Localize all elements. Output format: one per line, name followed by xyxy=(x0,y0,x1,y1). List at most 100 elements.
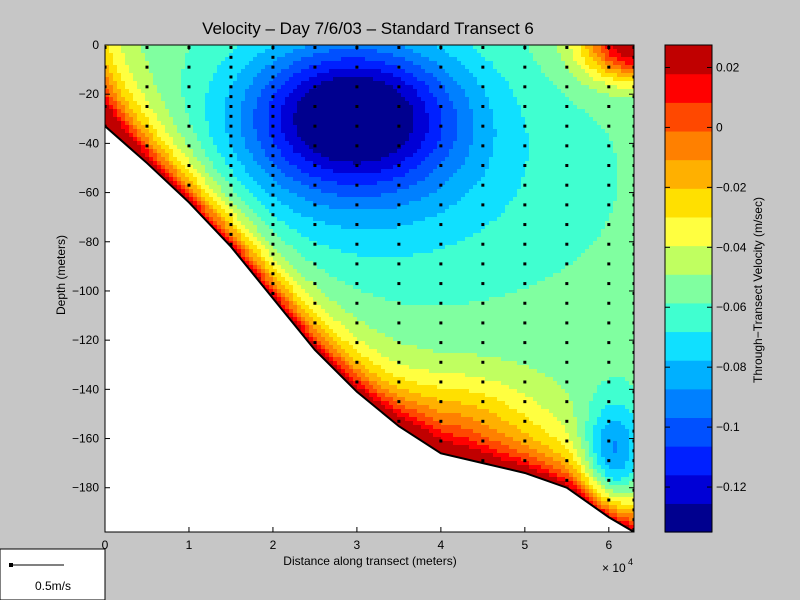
station-point xyxy=(523,419,527,423)
station-point xyxy=(607,301,611,305)
station-point xyxy=(313,45,317,49)
station-point xyxy=(607,380,611,384)
station-point xyxy=(271,223,275,227)
station-point xyxy=(481,164,485,168)
y-tick-label: −80 xyxy=(79,235,100,249)
station-point xyxy=(313,262,317,266)
station-point xyxy=(565,144,569,148)
station-point xyxy=(271,272,275,276)
station-point xyxy=(632,124,634,128)
station-point xyxy=(632,301,634,305)
station-point xyxy=(481,203,485,207)
station-point xyxy=(607,183,611,187)
station-point xyxy=(607,104,611,108)
colorbar-band xyxy=(665,474,712,504)
station-point xyxy=(229,75,233,79)
station-point xyxy=(565,65,569,69)
y-tick-label: −20 xyxy=(79,87,100,101)
station-point xyxy=(523,124,527,128)
colorbar-band xyxy=(665,45,712,75)
station-point xyxy=(439,104,443,108)
y-tick-label: −160 xyxy=(72,432,99,446)
station-point xyxy=(397,85,401,89)
colorbar-frame xyxy=(664,44,713,533)
station-point xyxy=(439,400,443,404)
station-point xyxy=(355,144,359,148)
station-point xyxy=(632,469,634,473)
station-point xyxy=(397,45,401,49)
x-tick-label: 2 xyxy=(270,538,277,552)
colorbar-tick-label: −0.06 xyxy=(716,300,747,314)
colorbar: 0.02 0 −0.02 −0.04 −0.06 −0.08 −0.1 −0.12 Throu… xyxy=(664,44,765,533)
bathymetry-mask xyxy=(105,125,634,532)
station-point xyxy=(632,439,634,443)
x-axis: 0 1 2 3 4 5 6 xyxy=(102,45,612,552)
station-point xyxy=(632,409,634,413)
station-point xyxy=(607,360,611,364)
station-point xyxy=(481,262,485,266)
station-point xyxy=(355,164,359,168)
station-point xyxy=(523,85,527,89)
station-point xyxy=(439,301,443,305)
station-point xyxy=(397,301,401,305)
station-point xyxy=(271,183,275,187)
station-point xyxy=(145,144,149,148)
station-point xyxy=(632,154,634,158)
station-point xyxy=(187,164,191,168)
station-point xyxy=(439,360,443,364)
station-point xyxy=(187,144,191,148)
colorbar-band xyxy=(665,216,712,247)
station-point xyxy=(439,223,443,227)
x-axis-label: Distance along transect (meters) xyxy=(283,554,456,568)
station-markers xyxy=(105,45,634,532)
station-point xyxy=(565,223,569,227)
station-point xyxy=(632,429,634,433)
colorbar-band xyxy=(665,446,712,476)
station-point xyxy=(565,164,569,168)
station-point xyxy=(632,498,634,502)
station-point xyxy=(229,55,233,59)
station-point xyxy=(565,341,569,345)
station-point xyxy=(607,124,611,128)
station-point xyxy=(523,223,527,227)
station-point xyxy=(313,341,317,345)
colorbar-band xyxy=(665,417,712,447)
station-point xyxy=(632,144,634,148)
station-point xyxy=(439,124,443,128)
station-point xyxy=(271,144,275,148)
station-point xyxy=(145,124,149,128)
station-point xyxy=(271,291,275,295)
station-point xyxy=(355,85,359,89)
station-point xyxy=(229,124,233,128)
station-point xyxy=(271,203,275,207)
station-point xyxy=(271,124,275,128)
station-point xyxy=(632,232,634,236)
station-point xyxy=(145,45,149,49)
station-point xyxy=(397,65,401,69)
station-point xyxy=(229,193,233,197)
station-point xyxy=(439,262,443,266)
station-point xyxy=(523,282,527,286)
station-point xyxy=(397,341,401,345)
station-point xyxy=(607,164,611,168)
y-tick-label: −120 xyxy=(72,333,99,347)
station-point xyxy=(481,282,485,286)
y-tick-label: −40 xyxy=(79,136,100,150)
station-point xyxy=(481,360,485,364)
station-point xyxy=(523,203,527,207)
station-point xyxy=(632,331,634,335)
station-point xyxy=(481,380,485,384)
colorbar-band xyxy=(665,73,712,103)
station-point xyxy=(229,104,233,108)
station-point xyxy=(565,419,569,423)
station-point xyxy=(229,154,233,158)
station-point xyxy=(187,65,191,69)
station-point xyxy=(355,183,359,187)
station-point xyxy=(481,85,485,89)
station-point xyxy=(397,203,401,207)
scale-legend-box xyxy=(0,548,106,600)
station-point xyxy=(565,124,569,128)
station-point xyxy=(397,223,401,227)
colorbar-tick-label: 0 xyxy=(716,120,723,134)
station-point xyxy=(632,360,634,364)
